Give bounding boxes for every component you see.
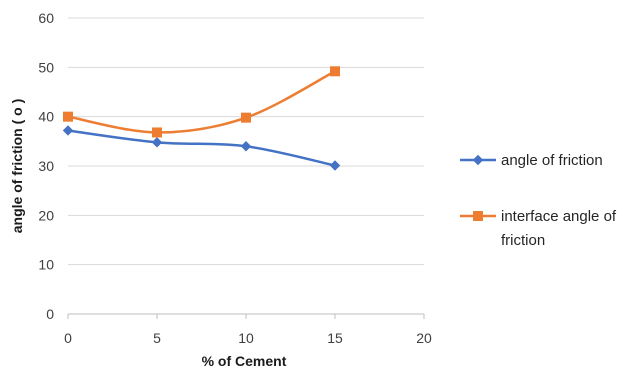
series-2 [63,66,340,138]
data-point [241,112,251,123]
y-tick-label: 40 [38,109,54,125]
y-tick-label: 20 [38,207,54,223]
x-tick-label: 10 [238,330,254,346]
legend-label: interface angle of friction [501,208,617,249]
y-tick-label: 0 [46,306,54,322]
data-point [62,125,74,136]
data-point [329,160,341,171]
gridlines [67,17,425,319]
legend-swatch-marker [473,211,483,221]
y-axis-label: angle of friction ( o ) [9,99,25,234]
y-tick-label: 10 [38,257,54,273]
legend-item-2: interface angle of friction [460,208,617,249]
x-tick-labels: 0 5 10 15 20 [64,330,432,346]
series-1 [62,125,341,171]
series-line [66,70,337,134]
data-point [152,127,162,138]
x-tick-label: 5 [153,330,161,346]
y-tick-label: 50 [38,59,54,75]
series-layer [62,66,341,171]
y-tick-labels: 0 10 20 30 40 50 60 [38,10,54,322]
legend-swatch-marker [472,154,484,166]
x-tick-label: 15 [327,330,343,346]
x-tick-label: 20 [416,330,432,346]
y-tick-label: 30 [38,158,54,174]
x-tick-label: 0 [64,330,72,346]
y-tick-label: 60 [38,10,54,26]
data-point [330,66,340,77]
data-point [63,111,73,122]
series-line [66,129,337,167]
legend-item-1: angle of friction [460,152,603,169]
data-point [151,137,163,148]
legend-label: angle of friction [501,152,603,169]
x-axis-label: % of Cement [202,353,287,369]
data-point [240,141,252,152]
legend: angle of friction interface angle of frict… [460,152,617,249]
